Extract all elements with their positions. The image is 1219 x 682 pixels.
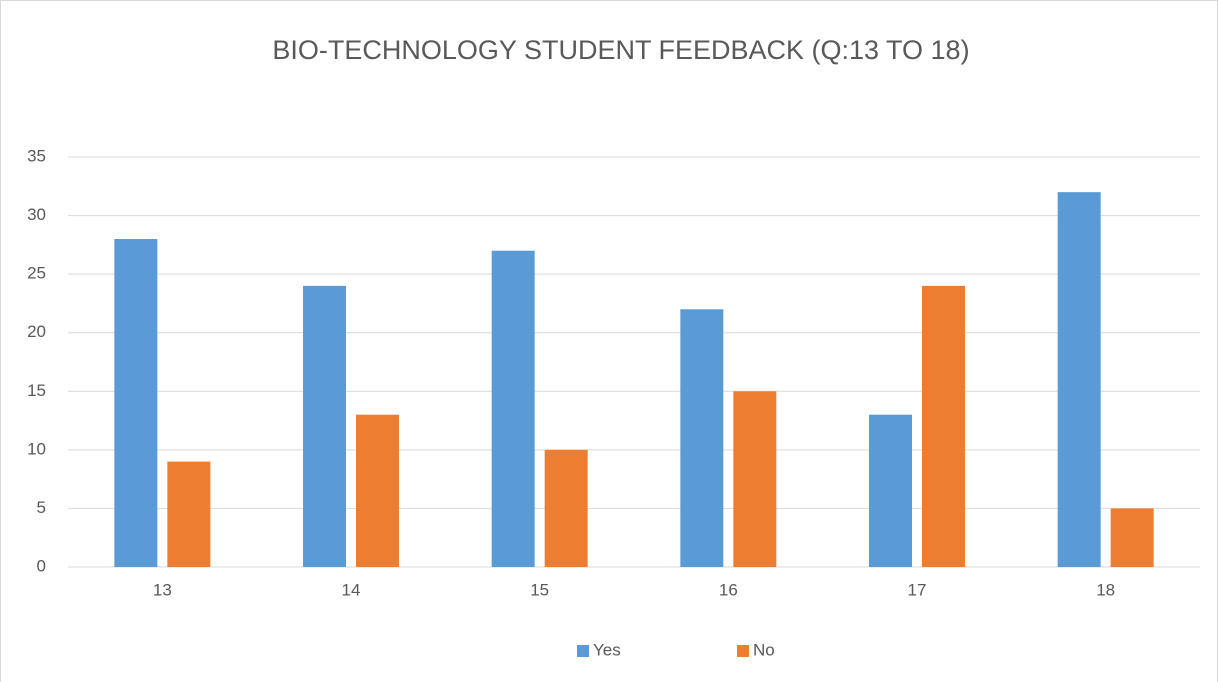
bar xyxy=(680,309,724,567)
y-tick-label: 25 xyxy=(27,264,46,283)
x-tick-label: 17 xyxy=(908,580,927,599)
bar xyxy=(114,239,158,567)
y-tick-label: 0 xyxy=(37,556,46,575)
x-tick-label: 18 xyxy=(1096,580,1115,599)
y-tick-label: 5 xyxy=(37,498,46,517)
x-tick-label: 15 xyxy=(530,580,549,599)
legend-label: Yes xyxy=(593,640,621,659)
bar xyxy=(922,285,965,567)
chart-title: BIO-TECHNOLOGY STUDENT FEEDBACK (Q:13 TO… xyxy=(272,35,969,65)
x-tick-label: 13 xyxy=(153,580,172,599)
bar xyxy=(303,285,346,567)
y-tick-label: 15 xyxy=(27,381,46,400)
y-tick-label: 10 xyxy=(27,439,46,458)
bar xyxy=(1057,192,1101,567)
bar xyxy=(733,391,777,567)
bar xyxy=(1110,508,1154,567)
bar xyxy=(167,461,211,567)
bar xyxy=(544,449,588,567)
x-tick-label: 14 xyxy=(342,580,361,599)
y-tick-label: 35 xyxy=(27,146,46,165)
x-tick-label: 16 xyxy=(719,580,738,599)
bar xyxy=(356,414,399,567)
y-tick-label: 20 xyxy=(27,322,46,341)
y-tick-label: 30 xyxy=(27,205,46,224)
legend-swatch xyxy=(577,645,589,657)
legend-label: No xyxy=(753,640,775,659)
bar xyxy=(869,414,912,567)
bar xyxy=(491,250,535,567)
legend-swatch xyxy=(737,645,749,657)
